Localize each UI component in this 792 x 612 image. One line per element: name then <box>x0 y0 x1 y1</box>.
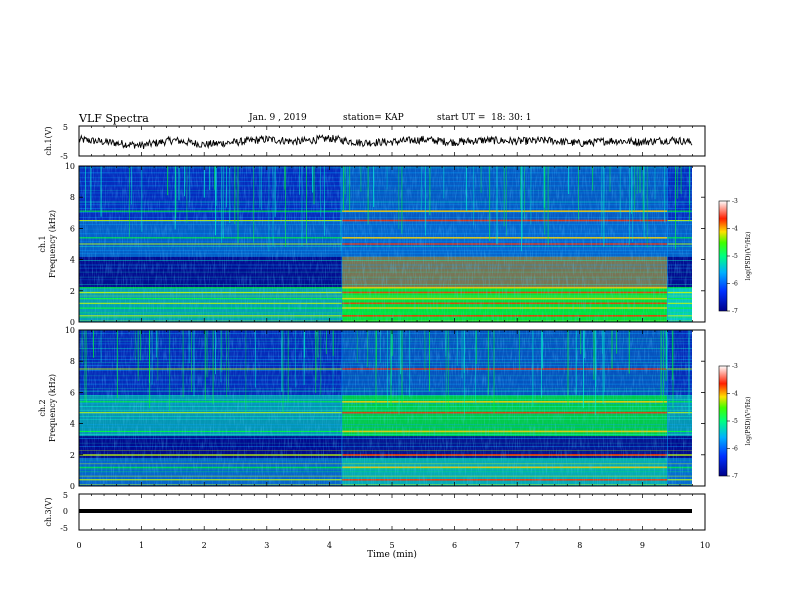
no-data-region <box>692 330 705 486</box>
ytick-label: 2 <box>70 451 75 460</box>
ch2-colorbar-label: log(PSD)(V²/Hz) <box>745 397 752 446</box>
ytick-label: 8 <box>70 193 75 202</box>
ch2-spectrogram-panel: 0 2 4 6 8 10 ch.2 Frequency (kHz) <box>38 326 706 491</box>
xtick-label: 10 <box>700 541 710 550</box>
colorbar-tick-label: -4 <box>732 391 738 398</box>
xtick-label: 5 <box>389 541 394 550</box>
colorbar-tick-label: -3 <box>732 363 738 370</box>
ch1-spectrogram-panel: 0 2 4 6 8 10 ch.1 Frequency (kHz) <box>38 162 706 327</box>
ytick-label: 6 <box>70 388 75 397</box>
ytick-label: 0 <box>70 482 75 491</box>
figure-title: VLF Spectra <box>79 112 149 125</box>
station-label: station= KAP <box>343 113 404 123</box>
ytick-label: 0 <box>70 318 75 327</box>
xtick-label: 7 <box>515 541 520 550</box>
ch1-waveform-ylabel: ch.1(V) <box>44 126 53 155</box>
colorbar-tick-label: -4 <box>732 226 738 233</box>
ch1-ytick-bottom: -5 <box>60 152 68 161</box>
xtick-label: 8 <box>577 541 582 550</box>
ytick-label: 10 <box>65 162 75 171</box>
ch3-ytick-top: 5 <box>63 491 68 500</box>
xtick-label: 4 <box>327 541 332 550</box>
colorbar-tick-label: -5 <box>732 418 738 425</box>
ch1-yticks: 0 2 4 6 8 10 <box>65 162 705 327</box>
colorbar-tick-label: -6 <box>732 281 738 288</box>
ch2-colorbar-ticks: -3 -4 -5 -6 -7 <box>727 363 738 480</box>
ch1-colorbar-label: log(PSD)(V²/Hz) <box>745 232 752 281</box>
ytick-label: 4 <box>70 420 75 429</box>
ch1-waveform-panel: 5 -5 ch.1(V) <box>44 123 706 161</box>
ytick-label: 2 <box>70 287 75 296</box>
colorbar-tick-label: -7 <box>732 473 738 480</box>
xtick-label: 3 <box>264 541 269 550</box>
ytick-label: 8 <box>70 357 75 366</box>
colorbar-tick-label: -5 <box>732 253 738 260</box>
ch3-ytick-mid: 0 <box>63 507 68 516</box>
xtick-label: 2 <box>202 541 207 550</box>
ch3-waveform-line <box>79 509 692 513</box>
ch3-ytick-bottom: -5 <box>60 524 68 533</box>
ch2-frequency-label: Frequency (kHz) <box>48 374 57 442</box>
ch2-yticks: 0 2 4 6 8 10 <box>65 326 705 491</box>
xtick-label: 1 <box>139 541 144 550</box>
time-axis: 0 1 2 3 4 5 6 7 8 9 10 <box>76 126 710 550</box>
colorbar-tick-label: -7 <box>732 308 738 315</box>
start-time-label: start UT = 18: 30: 1 <box>437 113 532 123</box>
ytick-label: 4 <box>70 256 75 265</box>
ch3-waveform-ylabel: ch.3(V) <box>44 497 53 526</box>
ch1-colorbar-ticks: -3 -4 -5 -6 -7 <box>727 198 738 315</box>
ch1-spectrogram-ylabel: ch.1 <box>38 235 47 252</box>
ytick-label: 10 <box>65 326 75 335</box>
ch2-spectrogram-ylabel: ch.2 <box>38 399 47 416</box>
ch2-colorbar-gradient <box>718 365 728 477</box>
ch1-colorbar: -3 -4 -5 -6 -7 log(PSD)(V²/Hz) <box>718 198 752 315</box>
ch2-colorbar: -3 -4 -5 -6 -7 log(PSD)(V²/Hz) <box>718 363 752 480</box>
xtick-label: 9 <box>640 541 645 550</box>
ytick-label: 6 <box>70 224 75 233</box>
ch2-spectrogram-noise <box>79 330 692 486</box>
no-data-region <box>692 166 705 322</box>
xtick-label: 6 <box>452 541 457 550</box>
time-axis-label: Time (min) <box>367 549 417 560</box>
colorbar-tick-label: -3 <box>732 198 738 205</box>
ch1-spectrogram-noise <box>79 166 692 322</box>
ch1-waveform-line <box>78 134 693 150</box>
xtick-label: 0 <box>76 541 81 550</box>
date-label: Jan. 9 , 2019 <box>249 113 307 123</box>
colorbar-tick-label: -6 <box>732 446 738 453</box>
ch1-frequency-label: Frequency (kHz) <box>48 210 57 278</box>
ch3-waveform-panel: 5 0 -5 ch.3(V) <box>44 491 706 533</box>
ch1-colorbar-gradient <box>718 200 728 312</box>
ch1-ytick-top: 5 <box>63 123 68 132</box>
